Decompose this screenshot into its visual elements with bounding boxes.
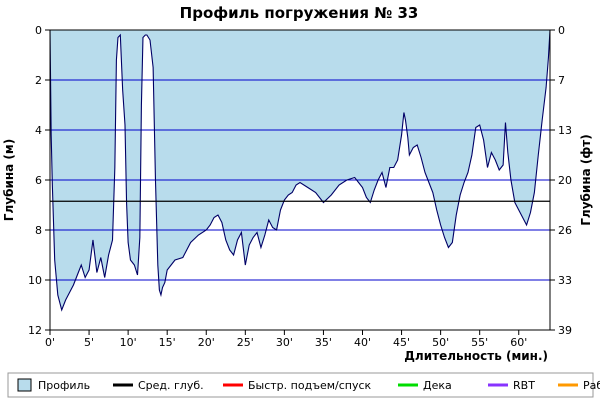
legend-swatch-profile <box>17 378 32 392</box>
y-tick-right-label: 0 <box>558 24 565 37</box>
x-tick-label: 20' <box>198 336 215 349</box>
y-tick-right-label: 33 <box>558 274 572 287</box>
y-tick-left-label: 12 <box>28 324 42 337</box>
y-tick-right-label: 20 <box>558 174 572 187</box>
y-axis-left-label: Глубина (м) <box>2 139 16 221</box>
y-tick-left-label: 4 <box>35 124 42 137</box>
x-tick-label: 25' <box>237 336 254 349</box>
x-tick-label: 45' <box>393 336 410 349</box>
x-tick-label: 35' <box>315 336 332 349</box>
y-tick-right-label: 26 <box>558 224 572 237</box>
profile-area <box>50 30 550 310</box>
y-tick-right-label: 13 <box>558 124 572 137</box>
x-tick-label: 50' <box>432 336 449 349</box>
y-tick-right-label: 7 <box>558 74 565 87</box>
y-tick-left-label: 2 <box>35 74 42 87</box>
y-tick-left-label: 10 <box>28 274 42 287</box>
x-tick-label: 10' <box>120 336 137 349</box>
x-tick-label: 55' <box>471 336 488 349</box>
legend-label: Профиль <box>38 379 90 392</box>
y-axis-right-label: Глубина (фт) <box>579 134 593 225</box>
legend: Профиль Сред. глуб. Быстр. подъем/спуск Дек… <box>7 372 600 398</box>
y-tick-left-label: 8 <box>35 224 42 237</box>
legend-label: Сред. глуб. <box>138 379 204 392</box>
x-tick-label: 60' <box>510 336 527 349</box>
y-tick-left-label: 6 <box>35 174 42 187</box>
chart-title: Профиль погружения № 33 <box>180 4 419 22</box>
x-tick-label: 30' <box>276 336 293 349</box>
legend-label: RBT <box>513 379 535 392</box>
legend-label: Быстр. подъем/спуск <box>248 379 372 392</box>
y-tick-right-label: 39 <box>558 324 572 337</box>
x-tick-label: 0' <box>45 336 55 349</box>
legend-label: Дека <box>423 379 452 392</box>
profile-line <box>49 29 551 312</box>
x-axis-label: Длительность (мин.) <box>404 349 548 363</box>
legend-label: Раб. <box>583 379 600 392</box>
x-tick-label: 15' <box>159 336 176 349</box>
x-tick-label: 5' <box>84 336 94 349</box>
x-tick-label: 40' <box>354 336 371 349</box>
y-tick-left-label: 0 <box>35 24 42 37</box>
